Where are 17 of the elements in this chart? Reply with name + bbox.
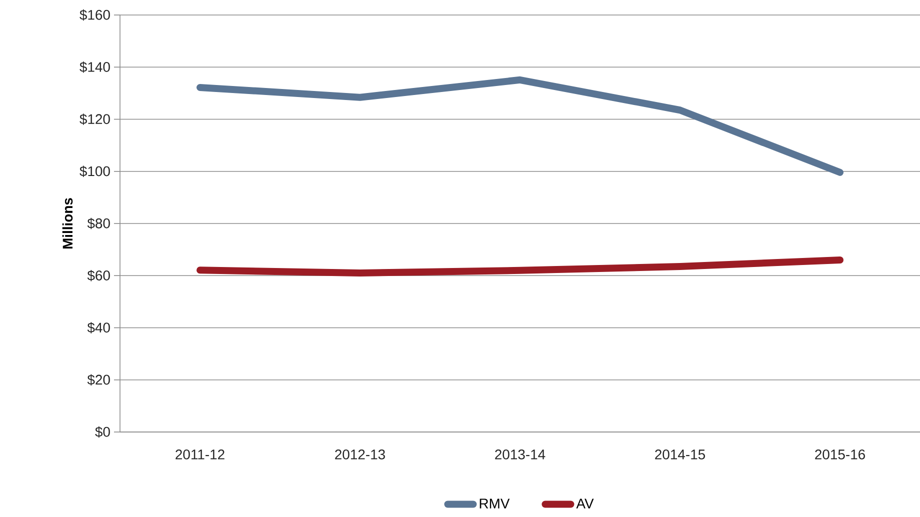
x-tick-label: 2012-13 — [335, 450, 385, 460]
y-tick-label: $140 — [80, 61, 110, 73]
x-tick-label: 2014-15 — [655, 450, 705, 460]
y-tick-label: $60 — [87, 270, 110, 282]
y-tick-label: $40 — [87, 322, 110, 334]
y-tick-label: $100 — [80, 166, 110, 178]
y-tick-label: $20 — [87, 374, 110, 386]
y-tick-label: $80 — [87, 218, 110, 230]
legend-label: AV — [576, 498, 594, 508]
x-tick-label: 2015-16 — [815, 450, 865, 460]
legend-label: RMV — [480, 498, 510, 508]
y-tick-label: $120 — [80, 114, 110, 125]
x-tick-label: 2013-14 — [495, 450, 546, 460]
y-axis-title: Millions — [62, 198, 73, 249]
y-tick-label: $160 — [80, 9, 110, 21]
x-tick-label: 2011-12 — [176, 450, 224, 460]
y-tick-label: $0 — [95, 426, 110, 438]
